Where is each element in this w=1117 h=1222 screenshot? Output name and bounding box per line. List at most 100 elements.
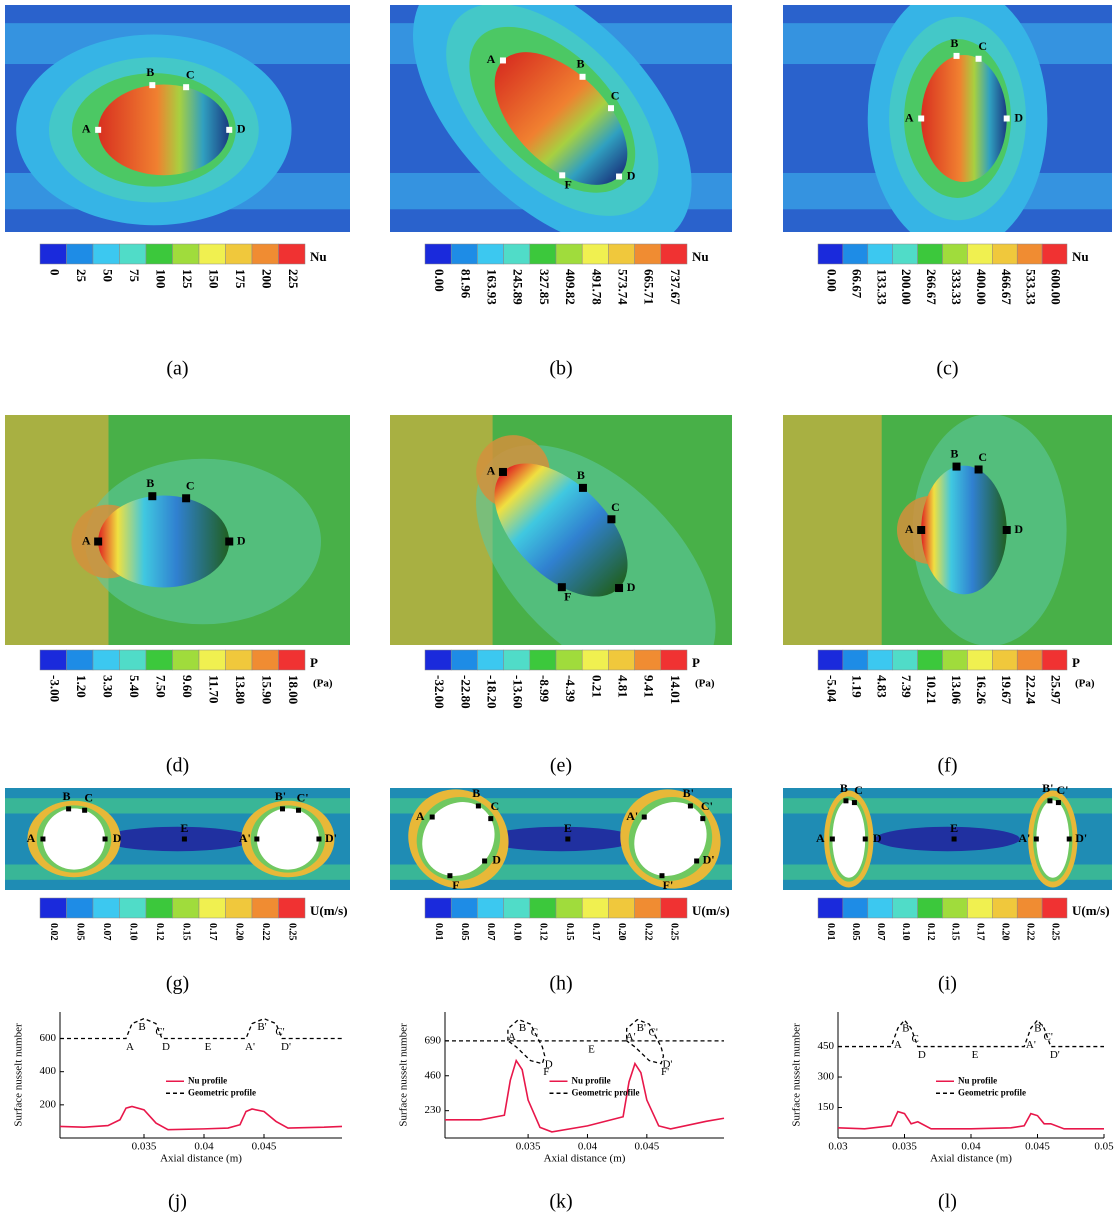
colorbar-box xyxy=(917,897,943,919)
point-label: C xyxy=(84,791,93,805)
colorbar-label: 245.89 xyxy=(511,269,526,305)
colorbar-box xyxy=(503,243,531,265)
colorbar-box xyxy=(1041,897,1068,919)
colorbar-box xyxy=(39,649,67,671)
panel-caption: (l) xyxy=(938,1191,957,1213)
point-label: C' xyxy=(1057,783,1069,797)
point-label: E xyxy=(972,1049,979,1061)
colorbar-label: -5.04 xyxy=(824,675,839,703)
point-label: D' xyxy=(703,853,715,867)
colorbar-box xyxy=(967,897,993,919)
point-marker xyxy=(447,873,453,879)
contour-field xyxy=(390,415,732,645)
colorbar-box xyxy=(555,649,583,671)
legend-label: Geometric profile xyxy=(188,1087,256,1097)
colorbar-label: 14.01 xyxy=(668,675,683,704)
point-marker xyxy=(694,858,700,864)
point-label: D' xyxy=(281,1041,291,1053)
colorbar-box xyxy=(503,897,531,919)
colorbar-label: 266.67 xyxy=(924,269,939,305)
colorbar-box xyxy=(817,243,844,265)
point-marker xyxy=(94,537,103,546)
colorbar-box xyxy=(660,649,688,671)
obstacle xyxy=(98,495,230,588)
point-label: D' xyxy=(325,831,337,845)
colorbar-label: -22.80 xyxy=(458,675,473,709)
point-marker xyxy=(488,816,494,822)
colorbar-label: 225 xyxy=(286,269,301,289)
colorbar-label: 333.33 xyxy=(949,269,964,305)
colorbar-label: 200 xyxy=(259,269,274,289)
series-line xyxy=(60,1017,342,1040)
colorbar-box xyxy=(424,649,452,671)
contour-plot xyxy=(390,5,732,232)
colorbar-box xyxy=(967,649,993,671)
obstacle xyxy=(42,808,106,870)
colorbar-label: 0.15 xyxy=(950,923,961,941)
point-label: C xyxy=(186,68,195,82)
colorbar-label: 0.07 xyxy=(101,923,112,941)
colorbar-box xyxy=(634,897,662,919)
point-label: F xyxy=(564,589,571,603)
colorbar-box xyxy=(842,897,869,919)
colorbar-label: -8.99 xyxy=(537,675,552,703)
panel-caption: (k) xyxy=(549,1191,572,1213)
colorbar-title: P xyxy=(310,655,318,670)
point-label: E xyxy=(205,1041,212,1053)
colorbar-label: -32.00 xyxy=(432,675,447,709)
colorbar-box xyxy=(225,243,253,265)
point-marker xyxy=(829,836,835,842)
point-label: A xyxy=(508,1031,516,1043)
colorbar-box xyxy=(92,243,120,265)
point-marker xyxy=(557,583,566,592)
colorbar-title: U(m/s) xyxy=(1072,903,1110,918)
colorbar-label: 0.17 xyxy=(590,923,601,941)
point-marker xyxy=(659,873,665,879)
x-axis-label: Axial distance (m) xyxy=(160,1153,242,1165)
point-label: D xyxy=(492,853,501,867)
colorbar-label: 573.74 xyxy=(616,269,631,305)
obstacle xyxy=(494,52,628,185)
point-label: C xyxy=(854,783,863,797)
point-marker xyxy=(687,803,693,809)
x-tick-label: 0.04 xyxy=(578,1141,598,1153)
point-marker xyxy=(579,73,586,80)
colorbar-box xyxy=(892,649,918,671)
panel-caption: (d) xyxy=(166,755,189,777)
point-label: C' xyxy=(1043,1031,1052,1043)
colorbar-box xyxy=(942,243,968,265)
colorbar-label: 0.10 xyxy=(127,923,138,941)
colorbar-box xyxy=(477,649,504,671)
point-marker xyxy=(499,57,506,64)
point-label: A' xyxy=(1026,1039,1036,1051)
wake xyxy=(101,826,254,852)
colorbar-box xyxy=(92,649,120,671)
colorbar-box xyxy=(992,649,1018,671)
contour-plot xyxy=(5,5,350,232)
point-label: A xyxy=(82,533,91,547)
colorbar-label: 1.20 xyxy=(74,675,89,698)
point-marker xyxy=(1033,836,1039,842)
point-label: B xyxy=(63,789,71,803)
point-marker xyxy=(498,467,507,476)
colorbar-label: 0.10 xyxy=(900,923,911,941)
point-marker xyxy=(974,465,983,474)
colorbar-box xyxy=(198,897,226,919)
y-axis-label: Surface nusselt number xyxy=(398,1023,410,1127)
point-label: F xyxy=(565,177,572,191)
point-marker xyxy=(700,816,706,822)
point-label: C xyxy=(491,799,500,813)
point-marker xyxy=(475,803,481,809)
y-axis-label: Surface nusselt number xyxy=(791,1023,803,1127)
series-line xyxy=(837,1110,1104,1130)
point-marker xyxy=(951,836,957,842)
point-marker xyxy=(862,836,868,842)
point-label: D xyxy=(627,580,636,594)
point-marker xyxy=(181,836,187,842)
contour-field xyxy=(390,788,732,890)
colorbar-box xyxy=(172,243,200,265)
colorbar-box xyxy=(842,649,869,671)
colorbar-box xyxy=(251,243,279,265)
colorbar-box xyxy=(917,649,943,671)
contour-field xyxy=(5,415,350,645)
